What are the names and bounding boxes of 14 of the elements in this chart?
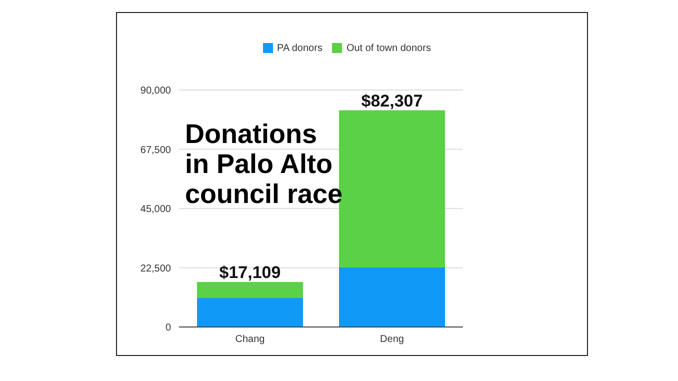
bar: [339, 267, 445, 327]
total-label: $82,307: [361, 91, 423, 110]
total-label: $17,109: [219, 262, 281, 282]
x-tick-label: Chang: [235, 334, 265, 346]
x-tick-label: Deng: [380, 334, 404, 346]
y-tick-label: 45,000: [140, 204, 172, 216]
y-tick-label: 90,000: [140, 86, 172, 97]
bar: [197, 298, 303, 327]
legend-label: Out of town donors: [346, 43, 431, 54]
bar: [197, 282, 303, 298]
y-tick-label: 0: [165, 322, 172, 334]
y-tick-label: 22,500: [140, 263, 172, 274]
y-tick-label: 67,500: [140, 144, 172, 156]
legend-label: PA donors: [277, 43, 322, 54]
